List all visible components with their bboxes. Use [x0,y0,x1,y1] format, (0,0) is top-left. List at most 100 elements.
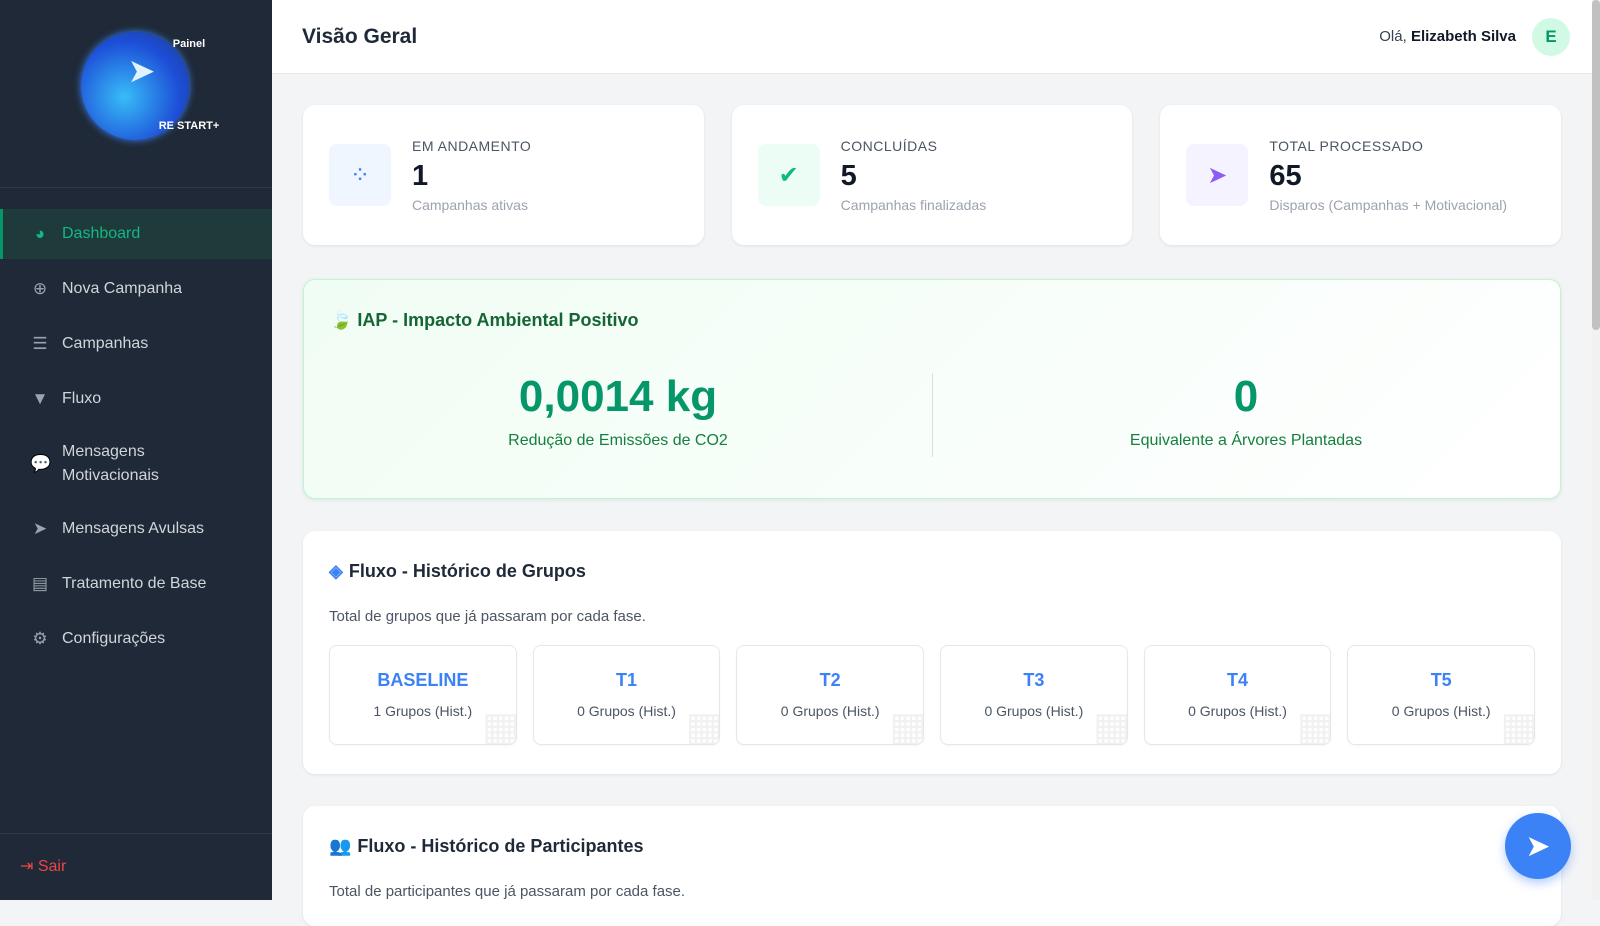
sidebar-item-fluxo[interactable]: ▼ Fluxo [0,374,272,424]
sidebar-item-label: Configurações [62,630,166,647]
groups-title: ◈ Fluxo - Histórico de Grupos [329,561,1535,582]
co2-metric: 0,0014 kg Redução de Emissões de CO2 [304,372,932,450]
sidebar: Painel ➤ RE START+ ◕ Dashboard ⊕ Nova Camp… [0,0,272,900]
sidebar-item-campanhas[interactable]: ☰ Campanhas [0,319,272,369]
paper-plane-icon: ➤ [1186,144,1249,206]
phase-list: BASELINE 1 Grupos (Hist.) ▦ T1 0 Grupos (His… [329,645,1536,745]
send-message-button[interactable]: ➤ [1505,813,1571,879]
stat-value: 1 [412,159,429,192]
phase-card: T2 0 Grupos (Hist.) ▦ [736,645,925,745]
logo[interactable]: Painel ➤ RE START+ [81,32,219,140]
phase-count: 0 Grupos (Hist.) [780,703,880,719]
check-icon: ✔ [757,144,820,206]
sidebar-item-label: Campanhas [62,335,149,352]
page-title: Visão Geral [302,24,418,48]
sidebar-item-nova-campanha[interactable]: ⊕ Nova Campanha [0,264,272,314]
iap-card: 🍃 IAP - Impacto Ambiental Positivo 0,001… [303,279,1561,499]
sidebar-nav: ◕ Dashboard ⊕ Nova Campanha ☰ Campanhas ▼ Fl… [0,209,272,669]
phase-card: T1 0 Grupos (Hist.) ▦ [532,645,721,745]
stat-value: 5 [840,159,857,192]
groups-history-panel: ◈ Fluxo - Histórico de Grupos Total de gr… [303,531,1561,774]
co2-value: 0,0014 kg [518,372,718,421]
sidebar-item-configuracoes[interactable]: ⚙ Configurações [0,614,272,664]
phase-name: T5 [1430,670,1452,690]
iap-title-text: IAP - Impacto Ambiental Positivo [357,310,639,330]
paper-plane-icon: ➤ [129,55,155,88]
sidebar-item-mensagens-avulsas[interactable]: ➤ Mensagens Avulsas [0,504,272,554]
leaf-icon: 🍃 [330,310,358,330]
phase-card: T3 0 Grupos (Hist.) ▦ [940,645,1128,745]
cubes-icon: ▦ [1296,705,1332,745]
phase-card: T5 0 Grupos (Hist.) ▦ [1347,645,1536,745]
trees-metric: 0 Equivalente a Árvores Plantadas [932,372,1560,450]
greeting-text: Olá, [1379,28,1407,45]
phase-count: 0 Grupos (Hist.) [577,703,676,719]
phase-card: BASELINE 1 Grupos (Hist.) ▦ [329,645,517,745]
plus-circle-icon: ⊕ [32,279,48,298]
sidebar-item-label: Fluxo [62,390,102,407]
avatar[interactable]: E [1532,17,1570,56]
main-content: ⁘ EM ANDAMENTO 1 Campanhas ativas ✔ CONCLU… [303,105,1562,926]
phase-count: 0 Grupos (Hist.) [1188,703,1287,719]
scrollbar-thumb[interactable] [1592,0,1600,330]
phase-count: 1 Grupos (Hist.) [373,703,473,719]
filter-icon: ▼ [31,389,49,408]
participants-description: Total de participantes que já passaram p… [329,883,686,900]
phase-count: 0 Grupos (Hist.) [984,703,1084,719]
trees-label: Equivalente a Árvores Plantadas [1129,432,1363,449]
phase-name: T1 [616,670,638,690]
participants-title-text: Fluxo - Histórico de Participantes [357,836,644,856]
sidebar-item-label: Mensagens Avulsas [62,520,205,537]
comments-icon: 💬 [30,454,52,473]
phase-card: T4 0 Grupos (Hist.) ▦ [1143,645,1332,745]
groups-title-text: Fluxo - Histórico de Grupos [348,561,586,581]
logout-icon: ⇥ [20,858,38,875]
co2-label: Redução de Emissões de CO2 [508,432,728,449]
gear-icon: ⚙ [32,629,48,648]
stat-sub: Campanhas ativas [412,196,528,213]
sidebar-item-dashboard[interactable]: ◕ Dashboard [0,209,272,259]
cubes-icon: ▦ [889,705,925,745]
scrollbar[interactable] [1592,0,1600,900]
file-icon: ▤ [31,574,49,593]
cubes-icon: ▦ [685,705,721,745]
sidebar-item-label: Nova Campanha [62,280,183,297]
logout-button[interactable]: ⇥ Sair [0,833,272,876]
list-icon: ☰ [32,334,48,353]
divider [932,373,933,457]
cubes-icon: ▦ [1092,705,1128,745]
stat-label: TOTAL PROCESSADO [1269,137,1424,154]
stat-label: EM ANDAMENTO [412,137,532,154]
sidebar-item-tratamento-de-base[interactable]: ▤ Tratamento de Base [0,559,272,609]
user-name: Elizabeth Silva [1410,28,1516,45]
participants-title: 👥 Fluxo - Histórico de Participantes [329,836,1535,857]
chart-pie-icon: ◕ [34,224,46,243]
stat-card-em-andamento: ⁘ EM ANDAMENTO 1 Campanhas ativas [303,105,704,245]
header: Visão Geral Olá, Elizabeth Silva E [272,0,1600,74]
stat-card-concluidas: ✔ CONCLUÍDAS 5 Campanhas finalizadas [731,105,1133,245]
phase-count: 0 Grupos (Hist.) [1391,703,1491,719]
participants-history-panel: 👥 Fluxo - Histórico de Participantes Tota… [303,806,1561,926]
stat-card-total-processado: ➤ TOTAL PROCESSADO 65 Disparos (Campanhas … [1160,105,1562,245]
phase-name: T2 [819,670,841,690]
sidebar-item-label: Dashboard [62,225,141,242]
cubes-icon: ▦ [481,705,517,745]
logout-label: Sair [37,858,67,875]
sidebar-item-mensagens-motivacionais[interactable]: 💬 Mensagens Motivacionais [0,429,272,499]
sidebar-item-label: Tratamento de Base [62,575,207,592]
logo-text-bottom: RE START+ [158,120,220,132]
cubes-icon: ▦ [1500,705,1536,745]
iap-title: 🍃 IAP - Impacto Ambiental Positivo [330,310,638,331]
sidebar-item-label: Mensagens Motivacionais [62,443,159,484]
divider [0,187,272,188]
stat-sub: Campanhas finalizadas [840,196,987,213]
layers-icon: ◈ [329,561,343,581]
phase-name: BASELINE [377,670,469,690]
stats-row: ⁘ EM ANDAMENTO 1 Campanhas ativas ✔ CONCLU… [303,105,1562,245]
paper-plane-icon: ➤ [1525,829,1551,863]
groups-description: Total de grupos que já passaram por cada… [329,608,646,625]
greeting: Olá, Elizabeth Silva [1379,28,1516,45]
trees-value: 0 [1233,372,1259,421]
phase-name: T3 [1023,670,1045,690]
users-icon: 👥 [329,836,352,856]
